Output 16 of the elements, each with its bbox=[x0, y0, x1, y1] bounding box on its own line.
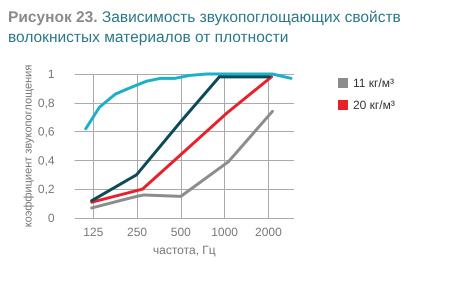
x-tick-label: 500 bbox=[170, 225, 192, 239]
legend-label: 20 кг/м³ bbox=[353, 98, 395, 112]
y-tick-label: 0 bbox=[48, 211, 55, 225]
chart-title: Рисунок 23. Зависимость звукопоглощающих свойств волокнистых материалов от плотности bbox=[8, 9, 401, 46]
y-tick-label: 0,6 bbox=[38, 124, 55, 139]
y-axis-title: коэффициент звукопоглощения bbox=[22, 64, 34, 228]
y-tick-label: 0,4 bbox=[38, 153, 55, 168]
x-axis-title: частота, Гц bbox=[152, 243, 216, 257]
y-tick-label: 0,8 bbox=[38, 96, 55, 110]
x-tick-label: 2000 bbox=[255, 225, 282, 239]
legend-label: 11 кг/м³ bbox=[353, 76, 394, 90]
y-tick-label: 1 bbox=[48, 67, 55, 81]
x-tick-label: 250 bbox=[127, 225, 148, 239]
x-tick-label: 125 bbox=[83, 225, 104, 239]
x-tick-label: 1000 bbox=[211, 225, 238, 239]
y-tick-label: 0,2 bbox=[38, 182, 55, 196]
